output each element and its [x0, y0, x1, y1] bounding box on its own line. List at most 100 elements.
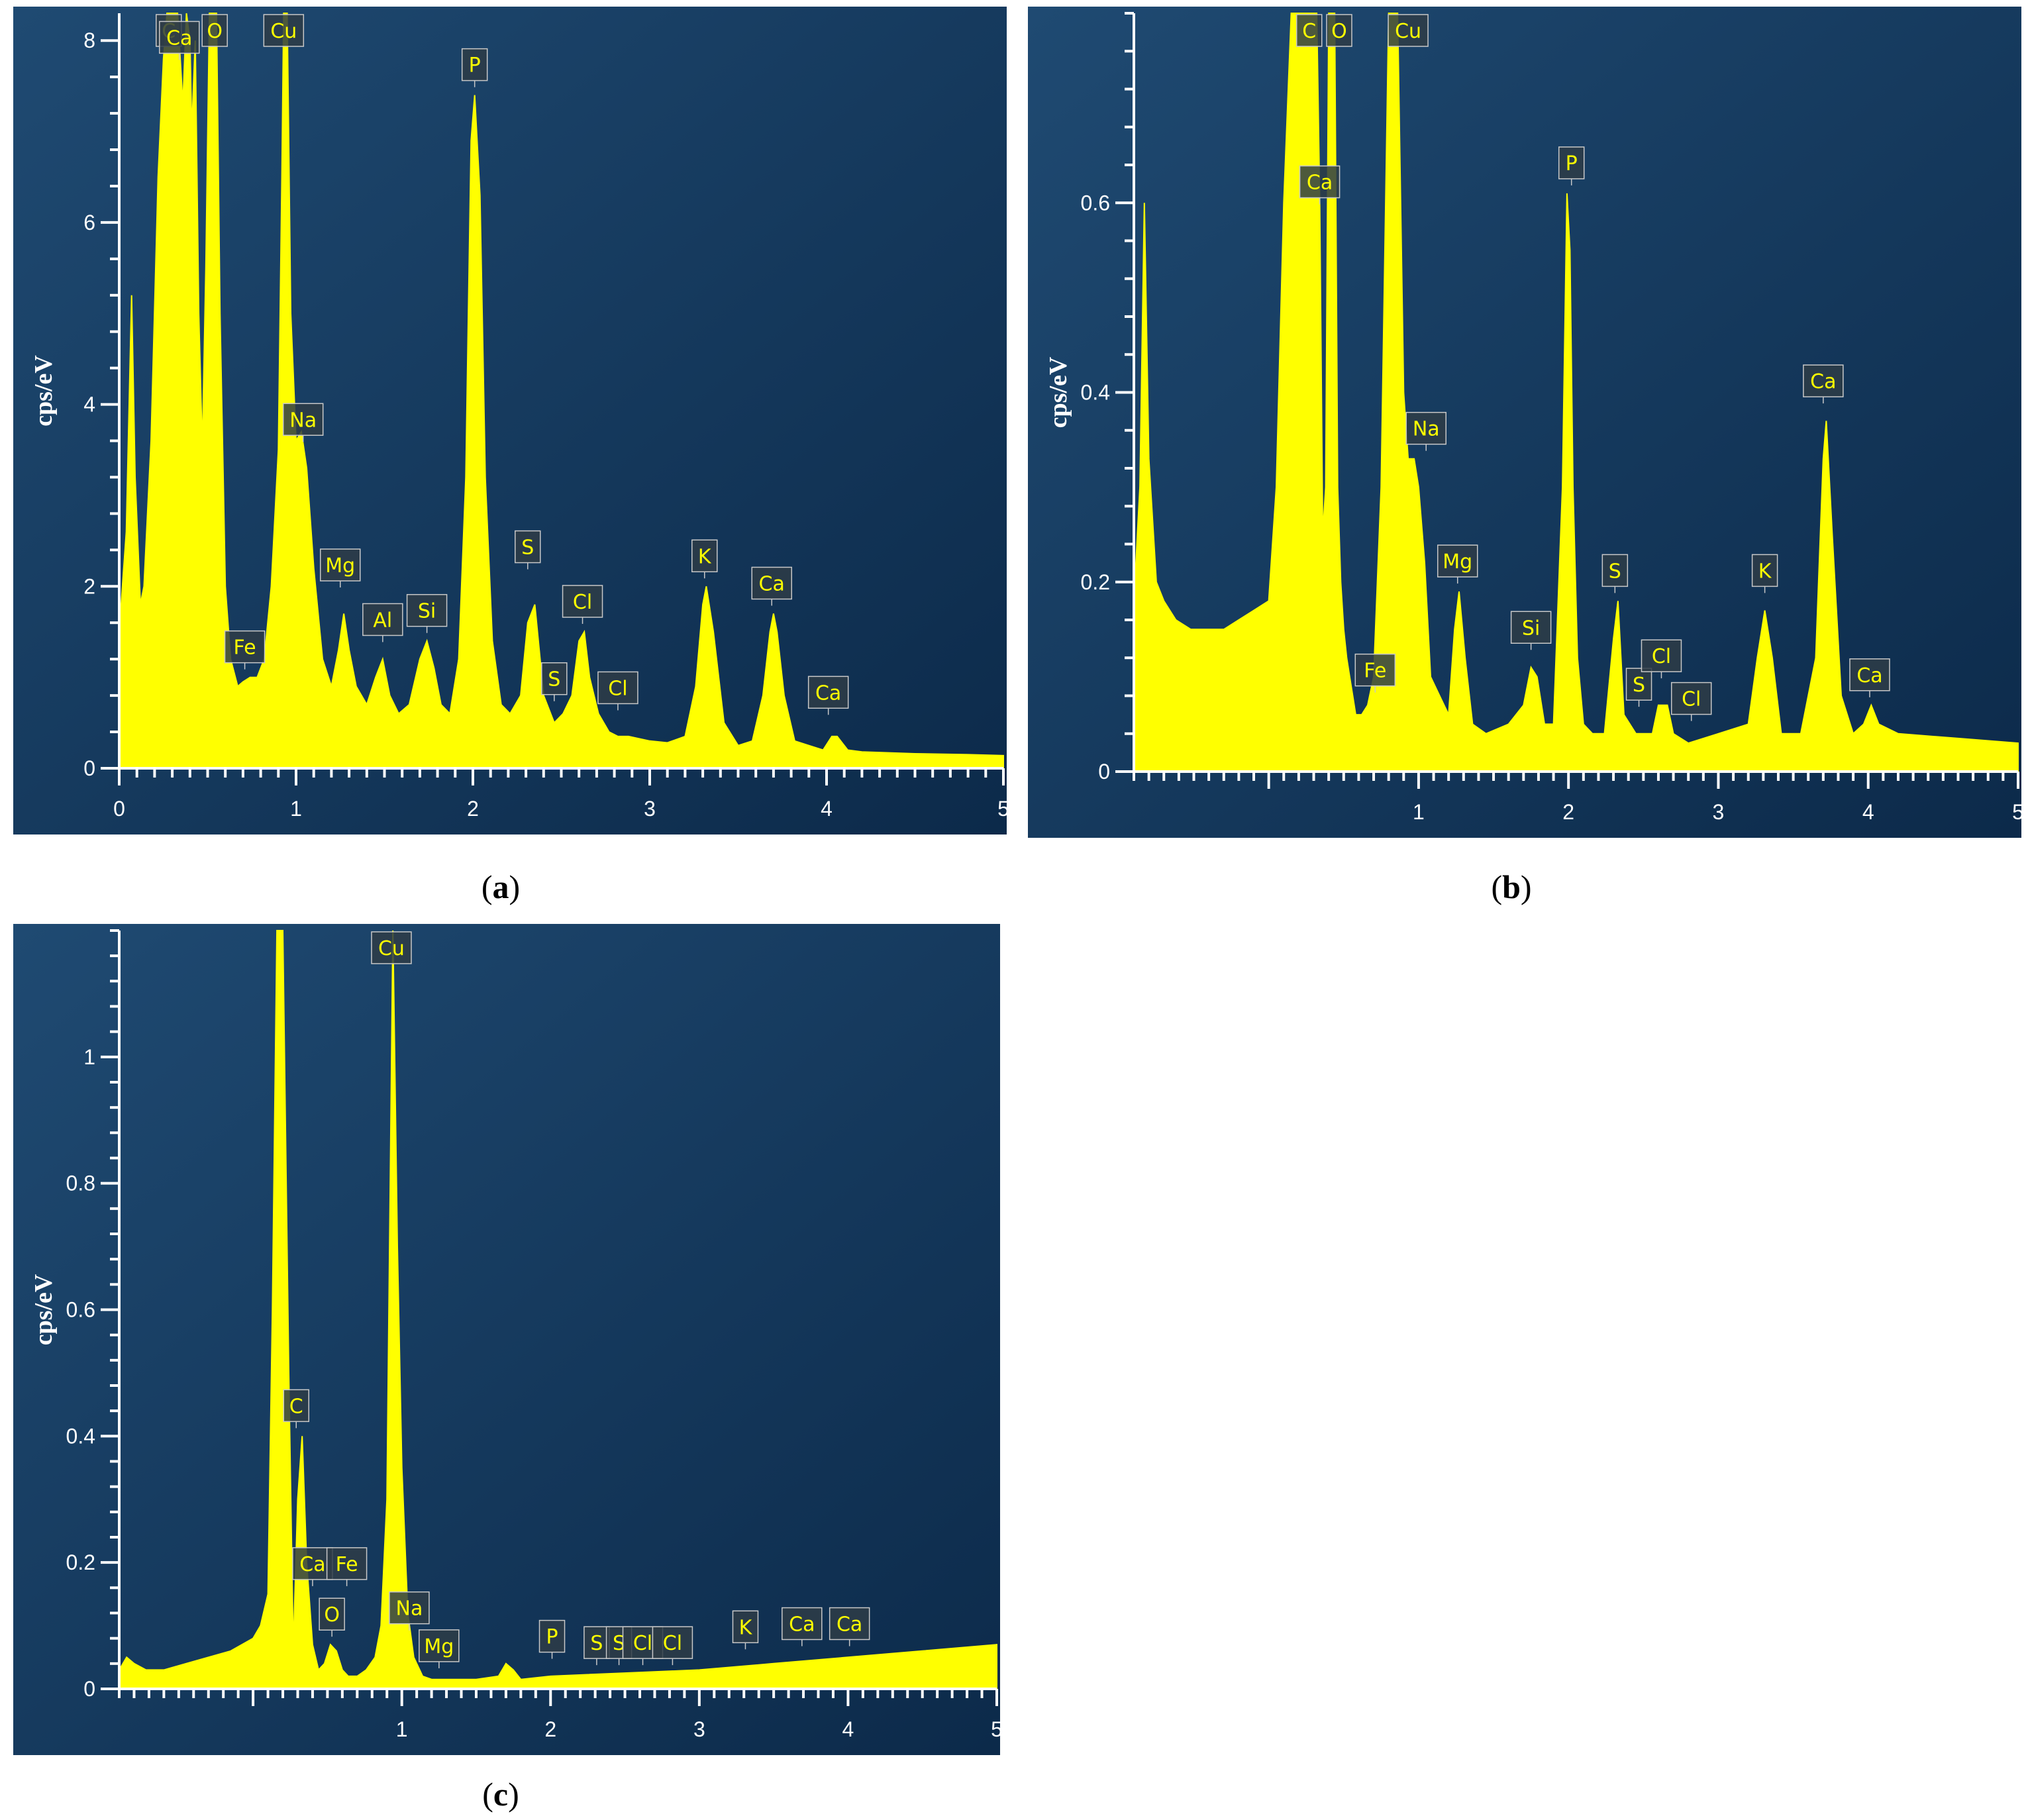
chart-b: 1 2 3 4 5 0 0.2 0.4 0.6 cps/eV C O Ca Cu Na Mg Fe Si P S S Cl… [1028, 7, 2021, 838]
peak-label-cl: Cl [1670, 682, 1712, 721]
peak-label-text: Na [1413, 418, 1440, 441]
peak-label-box [1299, 165, 1341, 199]
peak-label-box [282, 403, 324, 436]
peak-label-ca: Ca [782, 1607, 823, 1646]
peak-label-box [1849, 658, 1890, 691]
peak-label-text: Si [418, 600, 436, 623]
x-tick-label: 5 [997, 797, 1007, 821]
x-tick-label: 4 [821, 797, 833, 821]
peak-label-cl: Cl [652, 1626, 693, 1666]
peak-label-text: S [613, 1632, 625, 1655]
peak-label-text: Ca [1307, 172, 1333, 195]
y-axis-label: cps/eV [1044, 356, 1072, 428]
peak-label-na: Na [1405, 411, 1446, 451]
caption-b: (b) [1491, 868, 1532, 905]
peak-label-text: K [1758, 560, 1772, 583]
peak-label-s: S [515, 530, 541, 570]
y-tick-label: 0.2 [1081, 570, 1110, 594]
peak-label-text: S [548, 668, 560, 691]
y-tick-label: 6 [83, 211, 95, 234]
peak-label-si: Si [406, 593, 448, 633]
peak-label-text: S [1609, 560, 1621, 583]
y-tick-label: 0 [83, 1677, 95, 1701]
y-tick-label: 0.4 [1081, 381, 1110, 405]
peak-label-cl: Cl [1641, 639, 1682, 679]
peak-label-box [1295, 14, 1323, 47]
peak-label-box [691, 539, 718, 573]
peak-label-box [807, 676, 849, 709]
peak-label-text: C [289, 1395, 303, 1418]
peak-label-text: Fe [1364, 660, 1386, 683]
y-tick-label: 0.6 [66, 1298, 95, 1322]
peak-label-cl: Cl [562, 585, 603, 624]
peak-label-text: Cu [378, 937, 405, 960]
peak-label-box [362, 603, 403, 636]
x-tick-label: 5 [991, 1717, 1000, 1741]
peak-label-text: Ca [299, 1553, 325, 1576]
peak-label-ca: Ca [751, 566, 792, 606]
y-tick-label: 1 [83, 1045, 95, 1069]
peak-label-k: K [732, 1610, 759, 1650]
peak-label-box [320, 548, 361, 581]
peak-label-text: Ca [837, 1613, 862, 1637]
spectrum-area [119, 13, 1004, 769]
y-axis-label: cps/eV [30, 1274, 58, 1345]
peak-label-text: C [1302, 20, 1316, 43]
peak-label-box [371, 931, 412, 964]
peak-label-text: Ca [166, 26, 192, 50]
y-tick-label: 4 [83, 393, 95, 417]
peak-label-text: P [546, 1626, 558, 1649]
x-tick-label: 1 [1413, 800, 1425, 824]
caption-a: (a) [481, 868, 521, 905]
peak-label-p: P [461, 48, 488, 87]
y-tick-label: 0 [1098, 760, 1110, 784]
peak-label-text: Na [289, 409, 317, 432]
peak-label-text: Ca [1810, 370, 1836, 393]
peak-label-s: S [1625, 668, 1652, 707]
peak-label-text: S [1633, 674, 1645, 697]
x-tick-label: 3 [1713, 800, 1725, 824]
peak-label-box [224, 630, 266, 664]
peak-label-mg: Mg [320, 548, 361, 588]
peak-label-c: C [1295, 14, 1323, 47]
peak-label-text: Ca [759, 573, 785, 596]
peak-label-na: Na [389, 1591, 430, 1631]
peak-label-box [541, 662, 568, 695]
peak-label-si: Si [1510, 611, 1552, 650]
peak-label-na: Na [282, 403, 324, 442]
x-tick-label: 2 [1562, 800, 1574, 824]
peak-label-mg: Mg [1437, 544, 1478, 584]
peak-label-cu: Cu [371, 931, 412, 964]
peak-label-text: Cu [1395, 20, 1421, 43]
peak-label-box [1803, 364, 1844, 397]
peak-label-text: Cu [270, 20, 297, 43]
peak-label-ca: Ca [807, 676, 849, 715]
peak-label-box [1670, 682, 1712, 715]
peak-label-text: Cl [633, 1632, 652, 1655]
peak-label-box [1751, 554, 1778, 587]
peak-label-text: Ca [789, 1613, 815, 1637]
panel-c: 1 2 3 4 5 0 0.2 0.4 0.6 0.8 1 cps/eV Cu C Ca Fe O Na Mg P S S… [13, 924, 1000, 1755]
peak-label-box [319, 1597, 345, 1631]
peak-label-text: Cl [608, 677, 627, 700]
peak-label-text: K [739, 1616, 753, 1639]
peak-label-box [829, 1607, 870, 1641]
peak-label-box [263, 14, 305, 47]
panel-a: 01234502468cps/eVCCaOCuNaMgFeAlSiPSSClCl… [13, 7, 1007, 834]
peak-label-box [159, 21, 200, 54]
peak-label-text: Si [1522, 617, 1540, 640]
peak-label-al: Al [362, 603, 403, 642]
spectrum-area [1133, 13, 2019, 772]
peak-label-text: S [590, 1632, 603, 1655]
peak-label-k: K [1751, 554, 1778, 593]
x-tick-label: 3 [644, 797, 656, 821]
x-tick-label: 1 [290, 797, 302, 821]
x-tick-label: 5 [2012, 800, 2021, 824]
peak-label-box [419, 1629, 460, 1662]
peak-label-cu: Cu [263, 14, 305, 47]
x-tick-label: 2 [467, 797, 479, 821]
peak-label-c: C [283, 1389, 309, 1429]
peak-label-box [538, 1619, 566, 1653]
peak-label-mg: Mg [419, 1629, 460, 1668]
